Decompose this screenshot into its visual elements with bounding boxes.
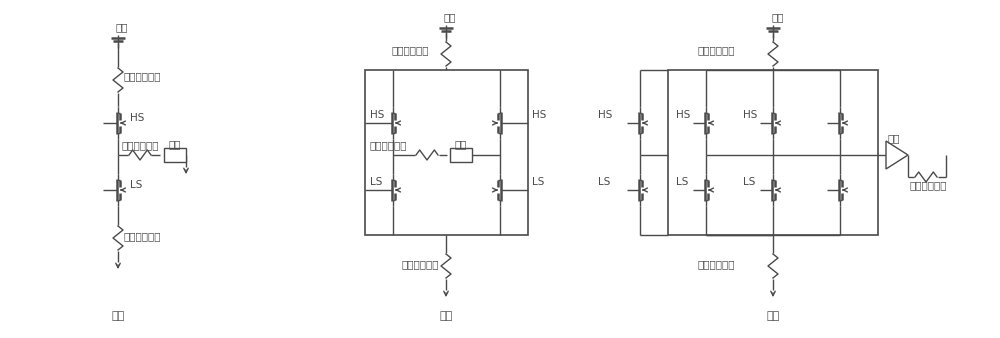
Text: 负载: 负载 — [888, 133, 900, 143]
Bar — [668, 70, 878, 235]
Text: HS: HS — [598, 110, 612, 120]
Text: 低边检测电阻: 低边检测电阻 — [698, 259, 736, 269]
Text: HS: HS — [532, 110, 546, 120]
Bar — [164, 148, 186, 162]
Text: HS: HS — [130, 113, 144, 123]
Text: HS: HS — [370, 110, 384, 120]
Text: LS: LS — [370, 177, 382, 187]
Text: LS: LS — [743, 177, 755, 187]
Bar — [365, 70, 528, 235]
Text: 半桥: 半桥 — [111, 311, 125, 321]
Bar — [450, 148, 472, 162]
Text: 三相: 三相 — [766, 311, 780, 321]
Text: 负载: 负载 — [169, 139, 181, 149]
Text: 高边检测电阻: 高边检测电阻 — [698, 45, 736, 55]
Text: 高边检测电阻: 高边检测电阻 — [124, 71, 162, 81]
Text: HS: HS — [743, 110, 757, 120]
Text: 电源: 电源 — [771, 12, 784, 22]
Text: 负载检测电阻: 负载检测电阻 — [910, 180, 948, 190]
Text: 负载检测电阻: 负载检测电阻 — [122, 140, 160, 150]
Text: 高边检测电阻: 高边检测电阻 — [391, 45, 428, 55]
Polygon shape — [886, 141, 908, 169]
Text: LS: LS — [130, 180, 142, 190]
Text: 负载检测电阻: 负载检测电阻 — [370, 140, 408, 150]
Text: 低边检测电阻: 低边检测电阻 — [124, 231, 162, 241]
Text: LS: LS — [532, 177, 544, 187]
Text: 电源: 电源 — [116, 22, 128, 32]
Text: HS: HS — [676, 110, 690, 120]
Text: LS: LS — [676, 177, 688, 187]
Text: 低边检测电阻: 低边检测电阻 — [401, 259, 438, 269]
Text: 全桥: 全桥 — [439, 311, 453, 321]
Text: 电源: 电源 — [444, 12, 456, 22]
Text: LS: LS — [598, 177, 610, 187]
Text: 负载: 负载 — [455, 139, 467, 149]
